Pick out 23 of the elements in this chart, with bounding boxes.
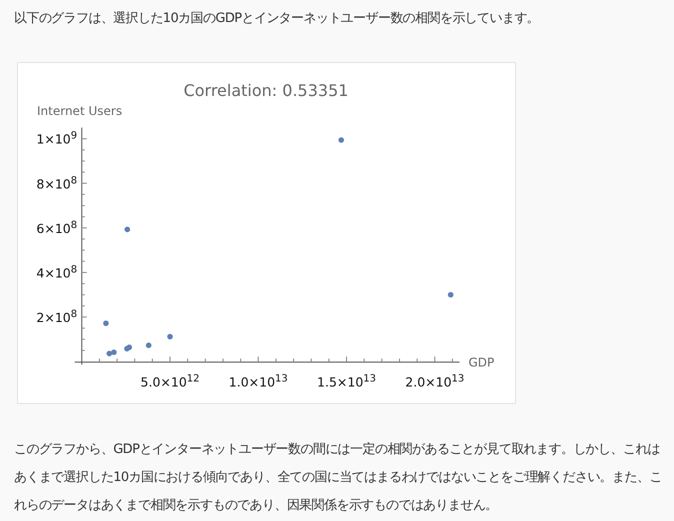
y-tick-label: 8×10$^{8}$: [36, 174, 78, 192]
point: [111, 349, 117, 356]
x-tick-label: 5.0×10$^{12}$: [140, 373, 200, 390]
point: [146, 342, 152, 348]
y-tick-label: 4×10$^{8}$: [36, 264, 78, 280]
y-tick-label: 6×10$^{8}$: [36, 219, 78, 236]
y-axis-title: Internet Users: [37, 104, 122, 118]
x-axis-title: GDP: [468, 356, 494, 370]
y-tick-label: 1×10$^{9}$: [36, 130, 78, 147]
text: このグラフから、GDPとインターネットユーザー数の間には一定の相関があることが見て取れます。しかし、これはあくまで選択した10カ国における傾向であり、全ての国に当てはまるわけではないことをご理解ください。また、これらのデータはあくまで相関を示すものであり、因果関係を示すものではありません。: [14, 441, 663, 515]
y-tick-label: 2×10$^{8}$: [36, 308, 78, 326]
chart-title: Correlation: 0.53351: [184, 81, 348, 100]
point: [167, 334, 173, 340]
point: [126, 344, 132, 350]
point: [448, 292, 454, 298]
point: [338, 137, 344, 143]
point: [106, 350, 112, 356]
x-tick-label: 2.0×10$^{13}$: [405, 373, 464, 390]
point: [103, 320, 109, 326]
point: [124, 226, 130, 232]
x-tick-label: 1.0×10$^{13}$: [228, 373, 288, 390]
text: 以下のグラフは、選択した10カ国のGDPとインターネットユーザー数の相関を示しています。: [14, 10, 540, 28]
x-tick-label: 1.5×10$^{13}$: [317, 373, 376, 390]
